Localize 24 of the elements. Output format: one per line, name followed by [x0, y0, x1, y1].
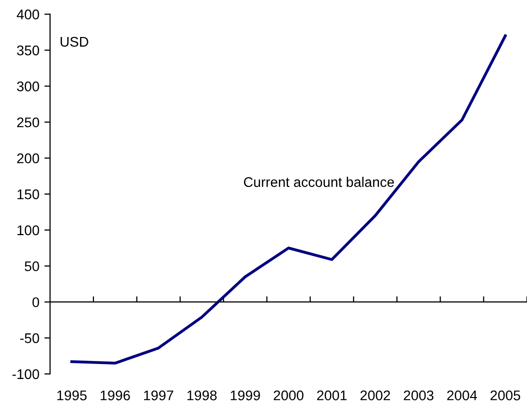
y-tick-label: 300 [17, 81, 40, 92]
x-tick-label: 2002 [360, 390, 390, 400]
x-tick-label: 1999 [230, 390, 260, 400]
y-tick-label: -100 [12, 369, 40, 380]
y-axis-title: USD [60, 36, 88, 47]
y-tick-label: 400 [16, 10, 40, 20]
y-tick-label: -50 [20, 333, 40, 344]
y-tick-label: 350 [17, 46, 40, 56]
x-tick-label: 2001 [317, 390, 347, 400]
series-label: Current account balance [244, 176, 394, 188]
x-tick-label: 1995 [57, 390, 87, 400]
y-tick-label: 250 [17, 117, 40, 128]
x-tick-label: 2005 [490, 390, 520, 400]
x-tick-label: 2003 [404, 390, 434, 400]
x-tick-label: 2000 [274, 390, 304, 400]
y-tick-label: 100 [18, 225, 40, 236]
x-tick-label: 1998 [187, 390, 217, 400]
x-tick-label: 2004 [447, 390, 478, 400]
y-tick-label: 0 [32, 297, 40, 308]
x-tick-label: 1997 [144, 390, 174, 400]
y-tick-label: 50 [24, 261, 40, 272]
x-tick-label: 1996 [100, 390, 130, 400]
y-tick-label: 200 [17, 153, 40, 164]
y-tick-label: 150 [18, 189, 40, 200]
